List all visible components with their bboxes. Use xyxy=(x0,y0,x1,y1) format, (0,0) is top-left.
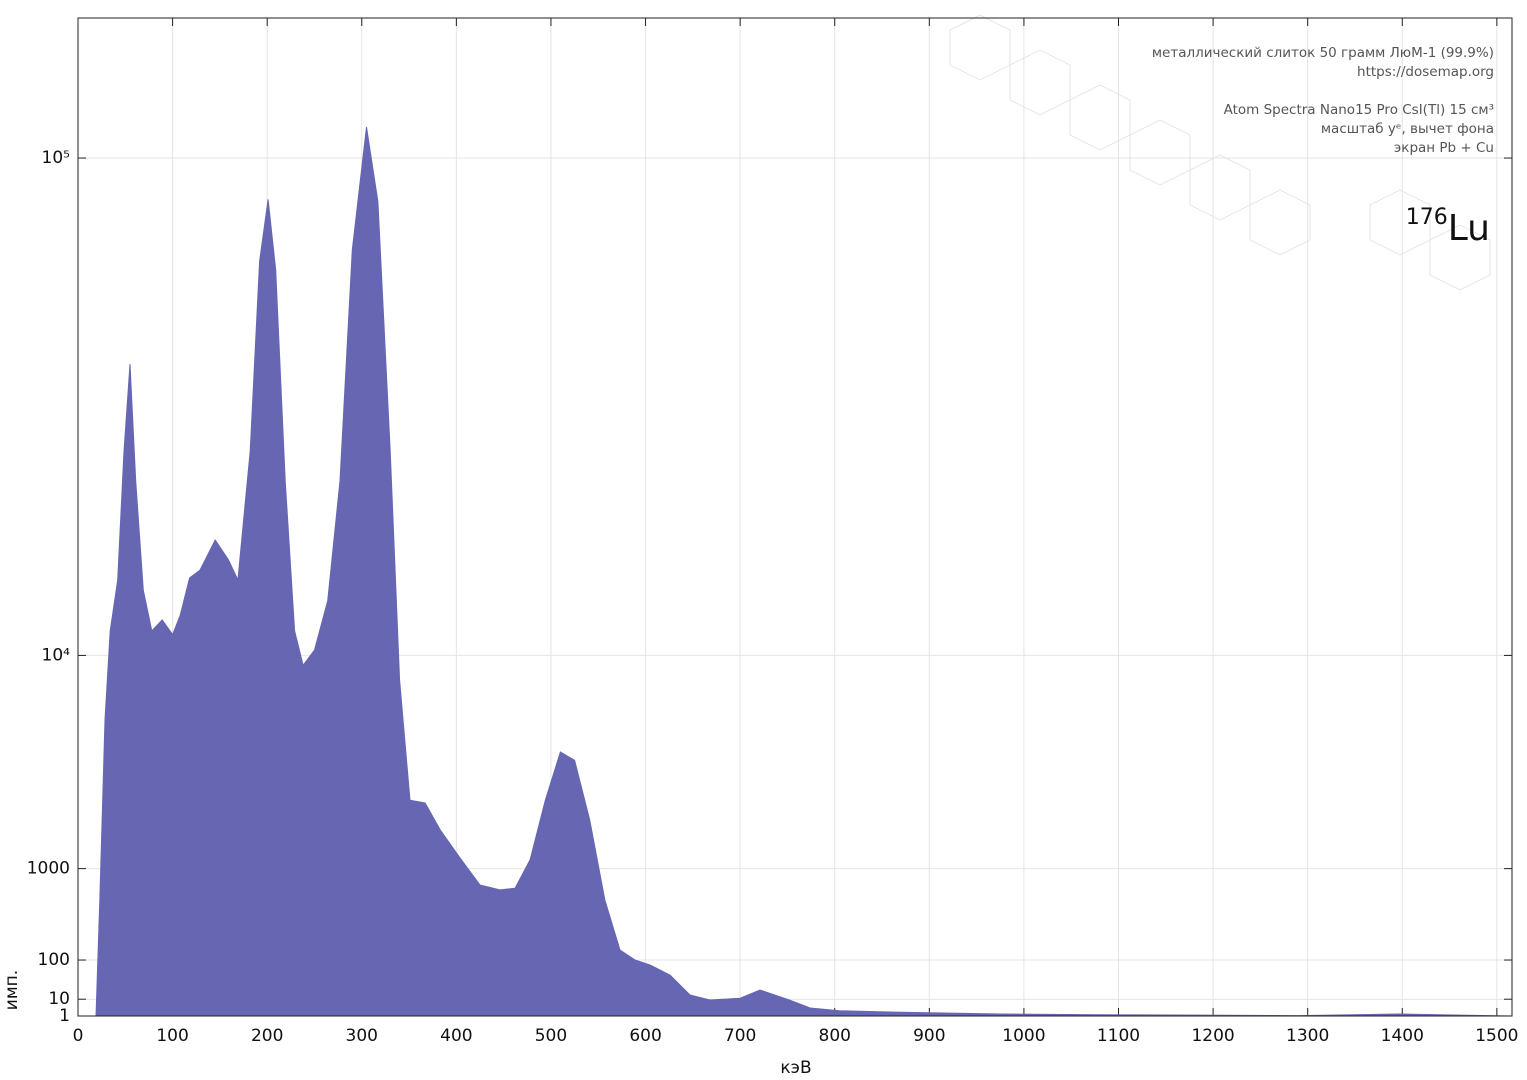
y-tick-label: 100 xyxy=(38,950,70,970)
hex-pattern xyxy=(949,14,1491,291)
x-tick-label: 1300 xyxy=(1286,1026,1329,1046)
isotope-mass: 176 xyxy=(1406,205,1448,230)
plot-frame xyxy=(77,17,1513,1017)
x-tick-label: 0 xyxy=(73,1026,84,1046)
annotation: масштаб yᵉ, вычет фона xyxy=(1321,121,1494,137)
x-tick-label: 900 xyxy=(913,1026,945,1046)
x-tick-label: 1000 xyxy=(1002,1026,1045,1046)
x-tick-label: 400 xyxy=(440,1026,472,1046)
x-tick-label: 1200 xyxy=(1191,1026,1234,1046)
x-tick-label: 100 xyxy=(156,1026,188,1046)
annotation: https://dosemap.org xyxy=(1357,64,1494,80)
y-tick-label: 10 xyxy=(48,989,70,1009)
y-tick-label: 1000 xyxy=(27,859,70,879)
x-tick-label: 1100 xyxy=(1097,1026,1140,1046)
y-tick-label: 1 xyxy=(59,1006,70,1026)
y-axis-label: имп. xyxy=(2,970,22,1010)
x-tick-label: 300 xyxy=(346,1026,378,1046)
y-tick-label: 10⁵ xyxy=(42,148,70,168)
x-tick-label: 1400 xyxy=(1381,1026,1424,1046)
annotation: экран Pb + Cu xyxy=(1394,140,1494,156)
annotation: Atom Spectra Nano15 Pro CsI(Tl) 15 см³ xyxy=(1224,102,1494,118)
x-tick-label: 700 xyxy=(724,1026,756,1046)
spectrum-area xyxy=(95,126,1513,1017)
y-tick-label: 10⁴ xyxy=(42,645,71,665)
isotope-label: 176Lu xyxy=(1406,205,1490,249)
x-tick-label: 600 xyxy=(629,1026,661,1046)
x-tick-label: 200 xyxy=(251,1026,283,1046)
annotation: металлический слиток 50 грамм ЛюМ-1 (99.… xyxy=(1152,45,1494,61)
x-tick-label: 1500 xyxy=(1475,1026,1518,1046)
x-tick-label: 500 xyxy=(535,1026,567,1046)
x-axis-label: кэВ xyxy=(780,1058,811,1078)
isotope-symbol: Lu xyxy=(1448,208,1490,249)
x-tick-label: 800 xyxy=(819,1026,851,1046)
